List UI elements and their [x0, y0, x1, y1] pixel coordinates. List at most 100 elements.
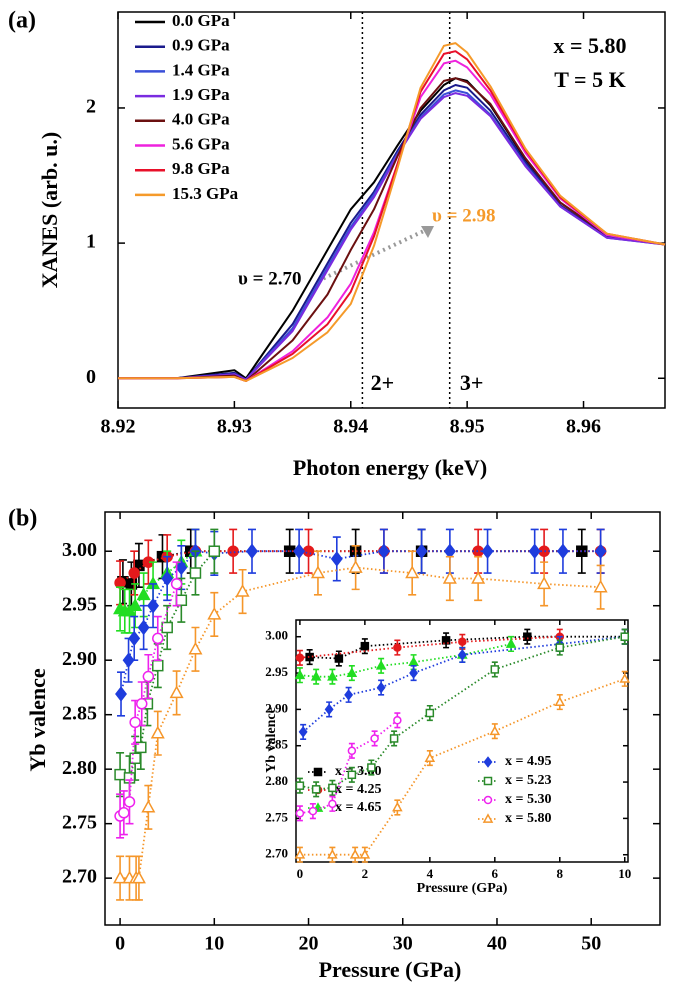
x-tick-label: 8.96 [566, 416, 601, 438]
marker [131, 870, 146, 884]
marker [348, 560, 363, 573]
y-axis-label: XANES (arb. u.) [37, 132, 62, 288]
marker [327, 670, 338, 681]
fit-line [119, 583, 178, 817]
marker [308, 806, 318, 816]
marker [347, 746, 357, 756]
marker [367, 763, 376, 772]
fit-line [299, 678, 626, 856]
marker [188, 641, 203, 655]
marker [294, 669, 306, 680]
marker [392, 801, 403, 812]
x-tick-label: 30 [393, 933, 413, 955]
marker [620, 632, 630, 641]
reference-label: 3+ [460, 370, 484, 395]
marker [170, 578, 183, 590]
marker [619, 673, 631, 683]
marker [137, 619, 150, 636]
legend-label: x = 4.95 [505, 754, 551, 769]
marker [528, 543, 541, 559]
marker [298, 726, 308, 738]
marker [135, 741, 147, 754]
fit-line [119, 550, 215, 780]
reference-label: 2+ [371, 370, 395, 395]
marker [113, 870, 128, 884]
plot-frame [295, 619, 629, 863]
marker [123, 796, 136, 808]
marker [128, 567, 140, 579]
spectrum-line [118, 92, 666, 381]
x-tick-label: 8.94 [333, 416, 368, 438]
legend-label: 4.0 GPa [172, 110, 230, 129]
y-tick-label: 2.85 [265, 737, 288, 752]
annotation: υ = 2.98 [432, 205, 495, 226]
marker [593, 579, 608, 593]
legend-marker [483, 756, 493, 768]
marker [114, 577, 126, 589]
marker [295, 653, 305, 663]
x-tick-label: 20 [299, 933, 319, 955]
marker [347, 770, 357, 780]
legend-label: x = 5.23 [505, 773, 551, 788]
y-tick-label: 2.85 [62, 702, 97, 724]
marker [311, 785, 321, 794]
marker [128, 630, 141, 647]
marker [129, 716, 141, 729]
marker [235, 583, 250, 597]
marker [344, 689, 354, 701]
marker [376, 681, 386, 694]
y-tick-label: 1 [86, 231, 96, 253]
marker [295, 781, 305, 790]
legend-label: 0.9 GPa [172, 36, 230, 55]
marker [227, 545, 239, 557]
y-tick-label: 0 [86, 366, 96, 388]
marker [554, 696, 566, 707]
x-tick-label: 8.95 [450, 416, 485, 438]
plot-frame [117, 11, 666, 409]
fit-line [299, 719, 398, 815]
y-tick-label: 2.90 [62, 648, 97, 670]
legend-marker [313, 767, 323, 777]
y-tick-label: 2.75 [265, 809, 288, 824]
marker [175, 559, 188, 576]
y-tick-label: 2.80 [62, 757, 97, 779]
marker [360, 641, 370, 651]
legend-marker [482, 813, 494, 823]
legend-label: 1.4 GPa [172, 60, 230, 79]
spectrum-line [118, 42, 666, 382]
legend-label: x = 4.25 [335, 782, 381, 797]
marker [147, 597, 160, 614]
y-tick-label: 2.95 [62, 593, 97, 615]
marker [556, 543, 569, 559]
marker [505, 638, 517, 648]
x-axis-label: Pressure (GPa) [417, 881, 508, 896]
x-axis-label: Photon energy (keV) [293, 455, 487, 480]
y-tick-label: 2 [86, 96, 96, 118]
marker [370, 734, 379, 743]
plot-frame [104, 511, 661, 926]
marker [389, 734, 399, 743]
x-tick-label: 8.92 [101, 416, 136, 438]
marker [481, 543, 494, 559]
marker [442, 570, 457, 584]
annotation: T = 5 K [554, 67, 625, 92]
marker [152, 659, 164, 672]
marker [328, 783, 337, 793]
annotation: υ = 2.70 [238, 268, 301, 289]
x-tick-label: 2 [362, 866, 369, 881]
marker [246, 543, 258, 559]
x-tick-label: 10 [204, 933, 224, 955]
legend-label: 5.6 GPa [172, 134, 230, 153]
marker [405, 565, 420, 579]
legend-marker [483, 795, 493, 805]
x-tick-label: 50 [581, 933, 601, 955]
marker [537, 576, 552, 590]
marker [415, 543, 428, 559]
marker [294, 848, 306, 859]
marker [334, 654, 344, 663]
marker [115, 686, 127, 702]
annotation: x = 5.80 [553, 33, 626, 58]
x-axis-label: Pressure (GPa) [319, 957, 462, 982]
marker [135, 698, 148, 710]
